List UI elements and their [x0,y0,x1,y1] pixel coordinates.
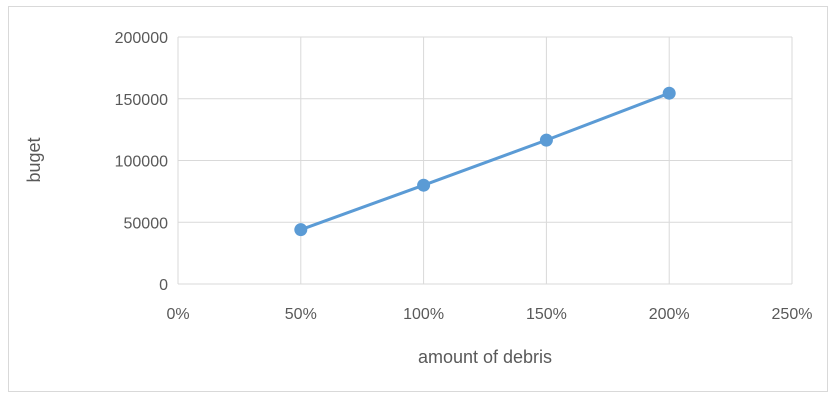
y-axis-tick-labels: 200000 150000 100000 50000 0 [115,30,168,294]
y-tick-label: 50000 [124,215,169,232]
x-tick-label: 250% [772,306,813,323]
data-point [539,133,553,147]
series-line [300,91,670,232]
x-tick-label: 0% [166,306,189,323]
data-point [417,178,431,192]
y-axis-title: buget [24,137,44,182]
horizontal-gridlines [178,36,792,285]
y-tick-label: 0 [159,277,168,294]
y-tick-label: 100000 [115,154,168,171]
x-axis-title: amount of debris [418,347,552,367]
x-tick-label: 200% [649,306,690,323]
series [294,86,676,237]
x-tick-label: 150% [526,306,567,323]
x-axis-tick-labels: 0% 50% 100% 150% 200% 250% [166,306,812,323]
y-tick-label: 200000 [115,30,168,47]
data-point [294,223,308,237]
chart-frame [8,6,828,392]
data-point [662,86,676,100]
x-tick-label: 100% [403,306,444,323]
x-tick-label: 50% [285,306,317,323]
y-tick-label: 150000 [115,92,168,109]
